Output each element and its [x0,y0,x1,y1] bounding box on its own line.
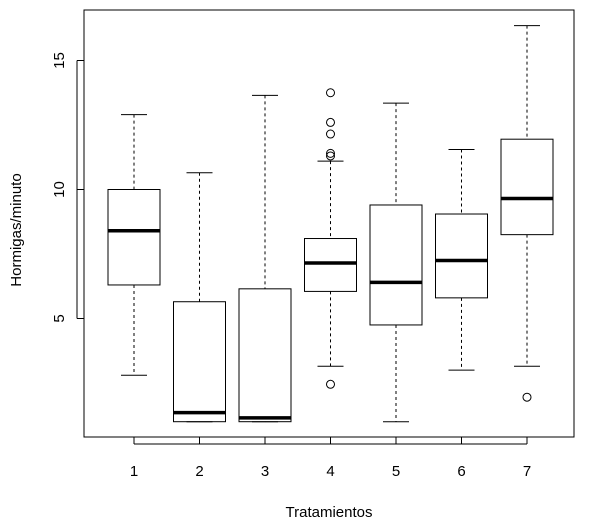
box [500,138,554,236]
plot-frame [83,9,575,438]
y-axis-label: Hormigas/minuto [8,173,25,286]
outlier-point [326,379,335,389]
x-axis-label: Tratamientos [286,504,373,521]
box [304,238,357,292]
box-group-6 [435,149,488,371]
x-tick-label: 6 [457,463,465,480]
box-group-1 [107,114,161,376]
x-tick-label: 2 [195,463,203,480]
plot-border [83,9,575,438]
x-tick-label: 5 [392,463,400,480]
outlier-point [326,117,335,127]
boxes [107,25,554,423]
outlier-point [522,392,532,402]
x-axis: 1 2 3 4 5 6 7 [130,437,531,480]
outlier-point [326,129,335,139]
x-tick-label: 3 [261,463,269,480]
box-group-7 [500,25,554,402]
x-tick-label: 7 [523,463,531,480]
x-tick-label: 4 [326,463,334,480]
box-group-3 [238,94,292,423]
box [173,301,226,423]
y-tick-label: 5 [51,314,68,322]
box [238,288,292,423]
box [435,213,488,299]
y-tick-label: 15 [51,52,68,69]
box-group-2 [173,172,226,423]
outlier-point [326,151,335,161]
outlier-point [326,148,335,158]
y-axis: 5 10 15 [51,52,84,323]
box [369,204,423,326]
outlier-point [326,88,335,98]
box [107,189,161,286]
y-tick-label: 10 [51,181,68,198]
box-group-4 [304,88,357,389]
box-group-5 [369,102,423,423]
x-tick-label: 1 [130,463,138,480]
